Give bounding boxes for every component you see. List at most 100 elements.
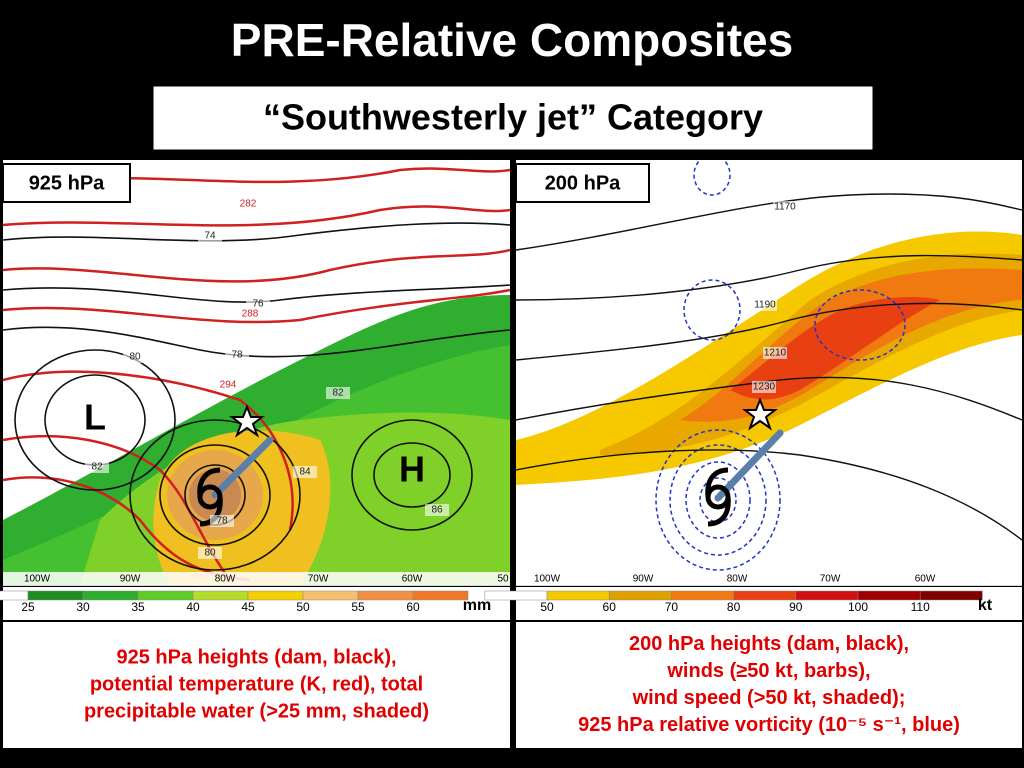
panel-label-box: [2, 163, 131, 203]
colorbar-cell: [412, 590, 469, 601]
contour-label: 76: [252, 299, 264, 310]
colorbar-tick: 25: [21, 600, 35, 614]
contour-label-bg: [85, 461, 109, 473]
contour-label-bg: [773, 201, 797, 213]
colorbar-tick: 50: [296, 600, 310, 614]
longitude-label: 70W: [820, 574, 841, 585]
theta-label: 282: [240, 199, 257, 210]
contour-label: 80: [204, 548, 216, 559]
contour-label: 74: [204, 231, 216, 242]
colorbar-cell: [671, 590, 734, 601]
caption-line: 200 hPa heights (dam, black),: [629, 633, 909, 655]
longitude-label: 50: [497, 574, 509, 585]
contour-label-bg: [752, 381, 776, 393]
colorbar-cell: [357, 590, 414, 601]
caption-box-right: [516, 622, 1022, 748]
colorbar-tick: 100: [848, 600, 868, 614]
longitude-label: 60W: [402, 574, 423, 585]
contour-label-bg: [210, 515, 234, 527]
colorbar-cell: [192, 590, 249, 601]
longitude-label: 100W: [24, 574, 51, 585]
longitude-label: 100W: [534, 574, 561, 585]
lon-strip: [516, 572, 1022, 586]
contour-label: 82: [91, 462, 103, 473]
lon-strip: [3, 572, 510, 586]
colorbar-cell: [27, 590, 84, 601]
colorbar-cell: [919, 590, 983, 601]
contour-label: 78: [216, 516, 228, 527]
caption-line: 925 hPa relative vorticity (10⁻⁵ s⁻¹, bl…: [578, 714, 960, 736]
colorbar-tick: 110: [911, 600, 930, 614]
title: PRE-Relative Composites: [231, 14, 793, 66]
contour-label-bg: [326, 387, 350, 399]
caption-box-left: [3, 622, 510, 748]
map-200: [516, 160, 1022, 585]
colorbar-tick: 80: [727, 600, 741, 614]
colorbar-cell: [137, 590, 194, 601]
colorbar-tick: 40: [186, 600, 200, 614]
theta-label: 294: [220, 380, 237, 391]
colorbar-cell: [857, 590, 921, 601]
panel-label: 200 hPa: [545, 172, 621, 194]
map-925: [3, 160, 510, 585]
contour-label: 86: [431, 505, 443, 516]
colorbar-tick: 90: [789, 600, 803, 614]
contour-label: 1170: [774, 202, 796, 213]
panel-label: 925 hPa: [29, 172, 105, 194]
longitude-label: 80W: [727, 574, 748, 585]
longitude-label: 60W: [915, 574, 936, 585]
contour-label: 78: [231, 350, 243, 361]
colorbar-tick: 60: [406, 600, 420, 614]
colorbar-unit: mm: [463, 597, 491, 614]
colorbar-unit: kt: [978, 597, 993, 614]
colorbar-cell: [546, 590, 610, 601]
contour-label-bg: [225, 349, 249, 361]
colorbar-cell: [733, 590, 797, 601]
contour-label-bg: [123, 351, 147, 363]
colorbar-tick: 35: [131, 600, 145, 614]
contour-label: 1210: [764, 348, 787, 359]
panel-label-box: [515, 163, 650, 203]
theta-label: 288: [242, 309, 259, 320]
longitude-label: 70W: [308, 574, 329, 585]
colorbar-tick: 45: [241, 600, 255, 614]
pressure-center: H: [399, 449, 425, 490]
longitude-label: 90W: [120, 574, 141, 585]
colorbar-tick: 55: [351, 600, 365, 614]
contour-label-bg: [753, 299, 777, 311]
contour-label-bg: [425, 504, 449, 516]
subtitle: “Southwesterly jet” Category: [263, 97, 763, 138]
contour-label: 84: [299, 467, 311, 478]
contour-label: 80: [129, 352, 141, 363]
colorbar-tick: 60: [603, 600, 617, 614]
colorbar-cell: [608, 590, 672, 601]
longitude-label: 80W: [215, 574, 236, 585]
colorbar-tick: 50: [540, 600, 554, 614]
colorbar-cell: [0, 590, 29, 601]
caption-line: 925 hPa heights (dam, black),: [116, 646, 396, 668]
contour-label-bg: [198, 230, 222, 242]
caption-line: wind speed (>50 kt, shaded);: [632, 687, 906, 709]
colorbar-cell: [82, 590, 139, 601]
caption-line: potential temperature (K, red), total: [90, 673, 423, 695]
colorbar-tick: 70: [665, 600, 679, 614]
colorbar-cell: [795, 590, 859, 601]
longitude-label: 90W: [633, 574, 654, 585]
colorbar-tick: 30: [76, 600, 90, 614]
caption-line: winds (≥50 kt, barbs),: [666, 660, 870, 682]
contour-label-bg: [293, 466, 317, 478]
subtitle-box: [150, 83, 876, 153]
colorbar-cell: [484, 590, 548, 601]
contour-label-bg: [246, 298, 270, 310]
colorbar-cell: [302, 590, 359, 601]
contour-label-bg: [763, 347, 787, 359]
colorbar-cell: [247, 590, 304, 601]
pressure-center: L: [84, 397, 106, 438]
contour-label: 82: [332, 388, 344, 399]
contour-label: 1190: [754, 300, 776, 311]
contour-label: 1230: [753, 382, 776, 393]
caption-line: precipitable water (>25 mm, shaded): [84, 700, 429, 722]
contour-label-bg: [198, 547, 222, 559]
